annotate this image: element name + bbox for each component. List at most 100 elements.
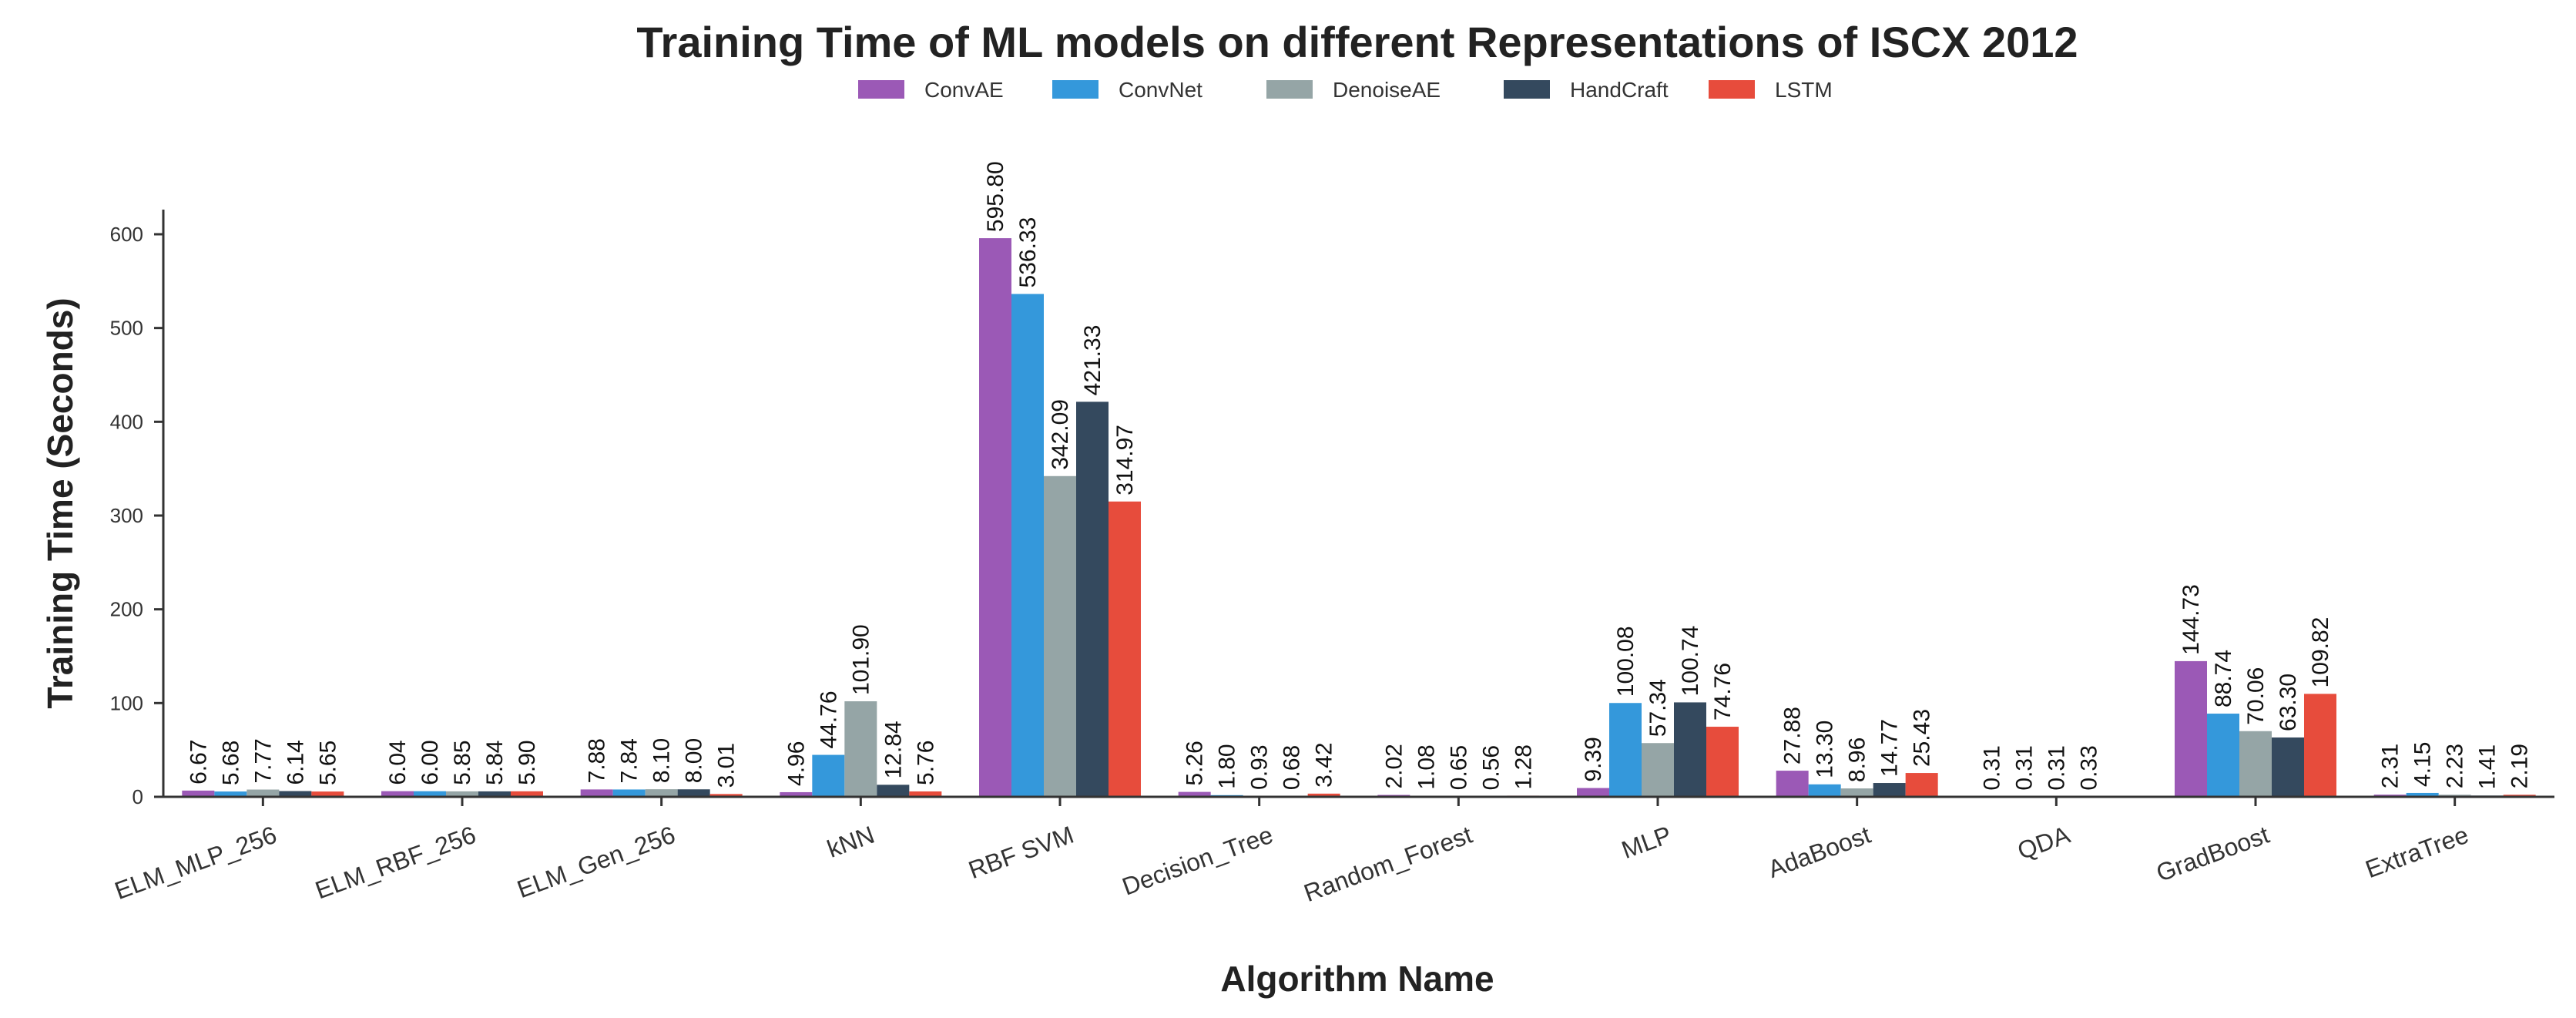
legend: ConvAE ConvNet DenoiseAE HandCraft LSTM [858,78,1833,102]
legend-label-lstm: LSTM [1775,78,1833,102]
value-label: 0.65 [1446,745,1471,790]
bar-lstm-2 [709,794,743,797]
bar-handcraft-1 [478,791,511,797]
value-label: 1.41 [2475,744,2501,789]
x-tick-label: ELM_RBF_256 [311,821,479,905]
x-tick-label: kNN [823,821,878,863]
value-label: 6.14 [283,740,308,784]
value-label: 6.67 [186,739,211,784]
value-label: 421.33 [1080,325,1105,396]
x-tick-label: QDA [2014,821,2074,865]
bar-handcraft-8 [1873,783,1906,797]
bar-convae-8 [1776,771,1809,797]
bar-lstm-8 [1905,773,1938,797]
bar-handcraft-10 [2272,737,2304,797]
value-label: 595.80 [983,161,1008,232]
legend-label-convae: ConvAE [924,78,1004,102]
bar-convnet-0 [214,791,247,797]
bar-convae-7 [1577,788,1609,797]
value-label: 2.23 [2443,744,2468,788]
legend-swatch-denoiseae [1266,80,1313,99]
value-label: 314.97 [1112,425,1138,496]
value-label: 7.88 [585,738,610,783]
bar-convae-2 [580,789,613,797]
bar-convae-5 [1178,791,1211,797]
x-tick-label: Random_Forest [1300,821,1476,907]
chart-title: Training Time of ML models on different … [636,18,2078,66]
bar-handcraft-7 [1674,702,1706,797]
value-label: 5.85 [450,740,475,784]
bar-denoiseae-4 [1044,475,1076,797]
value-label: 0.31 [1979,745,2004,790]
y-tick-label: 400 [110,410,143,433]
value-label: 25.43 [1910,709,1935,767]
bar-lstm-4 [1109,501,1141,797]
value-label: 3.42 [1312,742,1337,787]
bar-lstm-5 [1307,793,1340,797]
value-label: 5.65 [315,741,340,785]
bar-convnet-1 [414,791,446,797]
value-labels: 6.67 5.68 7.77 6.14 5.65 6.04 6.00 5.85 5.84 5.90… [186,161,2532,790]
value-label: 14.77 [1877,719,1903,777]
x-tick-label: MLP [1618,821,1675,864]
bar-convnet-2 [612,789,646,797]
value-label: 8.00 [682,738,707,783]
value-label: 9.39 [1581,737,1606,781]
value-label: 12.84 [880,721,906,778]
value-label: 5.68 [218,741,243,785]
value-label: 0.33 [2076,745,2101,790]
bar-convae-0 [182,790,215,797]
value-label: 7.77 [250,738,276,783]
x-tick-label: Decision_Tree [1119,821,1276,901]
legend-swatch-lstm [1709,80,1755,99]
value-label: 101.90 [848,624,874,695]
value-label: 0.31 [2044,745,2069,790]
legend-swatch-convnet [1052,80,1098,99]
value-label: 74.76 [1710,663,1736,721]
value-label: 57.34 [1645,679,1671,737]
bar-convnet-8 [1808,784,1841,797]
value-label: 4.96 [783,741,809,786]
y-tick-label: 600 [110,223,143,246]
value-label: 2.19 [2507,744,2533,788]
value-label: 5.90 [515,740,540,784]
bar-lstm-7 [1706,727,1739,797]
y-axis-title: Training Time (Seconds) [40,297,80,708]
bar-lstm-10 [2304,694,2336,797]
value-label: 0.68 [1280,745,1305,790]
bar-denoiseae-2 [645,789,678,797]
y-tick-label: 100 [110,691,143,714]
x-tick-label: RBF SVM [964,821,1077,884]
value-label: 4.15 [2410,742,2436,787]
value-label: 88.74 [2211,650,2236,707]
y-tick-label: 200 [110,598,143,621]
value-label: 5.76 [913,741,938,785]
value-label: 8.96 [1845,737,1870,782]
value-label: 7.84 [617,738,642,783]
value-label: 70.06 [2243,667,2269,725]
value-label: 27.88 [1780,707,1806,764]
x-tick-label: ExtraTree [2362,821,2472,883]
bar-convae-1 [381,791,414,797]
value-label: 2.31 [2378,744,2403,788]
x-tick-label: ELM_Gen_256 [513,821,679,903]
bar-convnet-10 [2207,714,2239,797]
value-label: 0.31 [2011,745,2037,790]
bar-denoiseae-1 [446,791,478,797]
value-label: 1.08 [1414,744,1439,789]
bar-convae-4 [979,238,1011,797]
bar-convae-3 [780,791,813,797]
bar-convnet-3 [812,754,845,797]
bar-handcraft-0 [279,791,312,797]
bar-convae-10 [2175,660,2207,797]
value-label: 63.30 [2276,674,2301,731]
bar-lstm-1 [511,791,543,797]
bar-convnet-7 [1609,703,1642,797]
value-label: 0.93 [1247,744,1273,789]
legend-label-denoiseae: DenoiseAE [1333,78,1441,102]
value-label: 100.08 [1613,626,1639,697]
y-tick-label: 300 [110,504,143,527]
bar-convnet-11 [2406,792,2439,797]
x-axis-title: Algorithm Name [1220,959,1494,999]
